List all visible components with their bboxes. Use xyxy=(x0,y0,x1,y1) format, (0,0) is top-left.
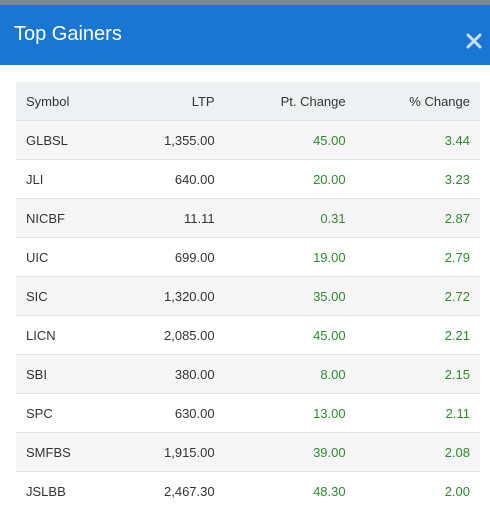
table-cell: 630.00 xyxy=(116,394,225,433)
table-cell: 640.00 xyxy=(116,160,225,199)
close-button[interactable] xyxy=(466,33,482,49)
table-cell: 19.00 xyxy=(225,238,356,277)
table-cell: SBI xyxy=(16,355,116,394)
table-cell: 2.11 xyxy=(356,394,480,433)
table-cell: 699.00 xyxy=(116,238,225,277)
table-cell: 3.44 xyxy=(356,121,480,160)
table-cell: 48.30 xyxy=(225,472,356,510)
table-cell: 2.72 xyxy=(356,277,480,316)
table-cell: 3.23 xyxy=(356,160,480,199)
table-cell: 0.31 xyxy=(225,199,356,238)
table-cell: 8.00 xyxy=(225,355,356,394)
column-header: LTP xyxy=(116,82,225,121)
table-cell: 2.15 xyxy=(356,355,480,394)
table-cell: JLI xyxy=(16,160,116,199)
table-cell: 1,915.00 xyxy=(116,433,225,472)
table-cell: 2.08 xyxy=(356,433,480,472)
table-cell: 20.00 xyxy=(225,160,356,199)
table-cell: 2.87 xyxy=(356,199,480,238)
table-cell: LICN xyxy=(16,316,116,355)
table-cell: 2,085.00 xyxy=(116,316,225,355)
table-cell: 1,355.00 xyxy=(116,121,225,160)
table-cell: 2,467.30 xyxy=(116,472,225,510)
table-cell: 11.11 xyxy=(116,199,225,238)
table-cell: SIC xyxy=(16,277,116,316)
table-cell: 2.00 xyxy=(356,472,480,510)
table-cell: 39.00 xyxy=(225,433,356,472)
table-cell: SPC xyxy=(16,394,116,433)
table-cell: 45.00 xyxy=(225,316,356,355)
table-cell: 2.21 xyxy=(356,316,480,355)
table-cell: NICBF xyxy=(16,199,116,238)
table-cell: 2.79 xyxy=(356,238,480,277)
table-cell: 380.00 xyxy=(116,355,225,394)
modal-title: Top Gainers xyxy=(14,23,122,46)
table-cell: GLBSL xyxy=(16,121,116,160)
table-cell: SMFBS xyxy=(16,433,116,472)
table-cell: 45.00 xyxy=(225,121,356,160)
column-header: Symbol xyxy=(16,82,116,121)
column-header: Pt. Change xyxy=(225,82,356,121)
modal-header: Top Gainers xyxy=(0,5,490,65)
column-header: % Change xyxy=(356,82,480,121)
table-cell: UIC xyxy=(16,238,116,277)
table-cell: 1,320.00 xyxy=(116,277,225,316)
table-cell: JSLBB xyxy=(16,472,116,510)
table-cell: 35.00 xyxy=(225,277,356,316)
table-cell: 13.00 xyxy=(225,394,356,433)
